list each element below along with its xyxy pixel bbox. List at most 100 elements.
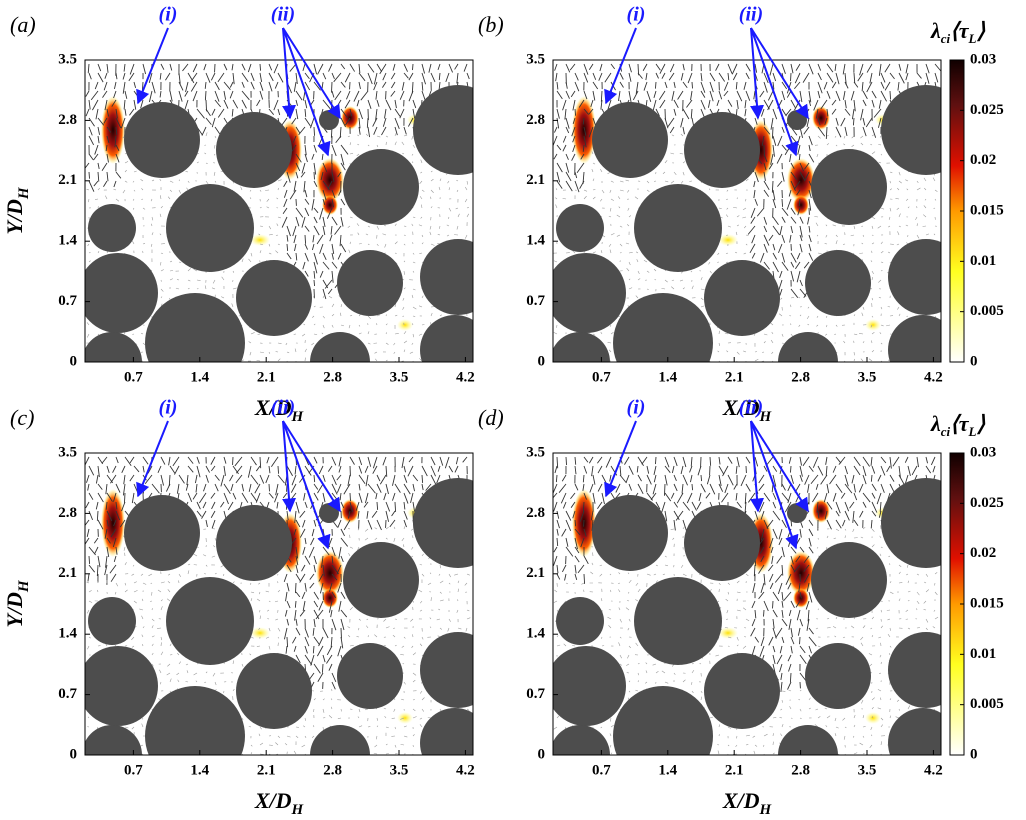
- velocity-vector: [664, 81, 668, 89]
- velocity-vector: [293, 750, 297, 755]
- velocity-vector: [132, 333, 135, 335]
- velocity-vector: [430, 170, 433, 173]
- velocity-vector: [196, 279, 201, 281]
- velocity-vector: [671, 286, 675, 290]
- velocity-vector: [619, 252, 622, 254]
- velocity-vector: [310, 537, 315, 546]
- velocity-vector: [670, 180, 675, 184]
- velocity-vector: [562, 197, 567, 200]
- velocity-vector: [618, 642, 621, 647]
- velocity-vector: [768, 162, 774, 170]
- velocity-vector: [322, 315, 325, 319]
- velocity-vector: [210, 72, 216, 81]
- velocity-vector: [384, 108, 387, 119]
- plot-area: [85, 456, 473, 755]
- velocity-vector: [159, 178, 162, 182]
- velocity-vector: [669, 63, 675, 73]
- velocity-vector: [421, 234, 424, 238]
- velocity-vector: [276, 197, 279, 200]
- velocity-vector: [313, 270, 316, 279]
- velocity-vector: [897, 187, 900, 191]
- velocity-vector: [583, 465, 588, 474]
- velocity-vector: [718, 360, 721, 362]
- velocity-vector: [609, 474, 612, 482]
- velocity-vector: [148, 90, 153, 103]
- velocity-vector: [581, 582, 585, 585]
- velocity-vector: [340, 153, 345, 166]
- velocity-vector: [753, 180, 756, 188]
- velocity-vector: [312, 627, 315, 636]
- velocity-vector: [109, 564, 117, 574]
- velocity-vector: [392, 492, 396, 501]
- velocity-vector: [635, 689, 639, 692]
- velocity-vector: [338, 465, 342, 473]
- obstacle: [166, 184, 254, 272]
- velocity-vector: [870, 324, 873, 328]
- velocity-vector: [624, 456, 630, 465]
- panel: 0.7 1.4 2.1 2.8 3.5 4.200.71.42.12.83.5X/DHY/…: [2, 4, 475, 426]
- velocity-vector: [668, 72, 675, 81]
- velocity-vector: [574, 528, 581, 536]
- velocity-vector: [439, 591, 442, 594]
- velocity-vector: [788, 189, 792, 197]
- velocity-vector: [794, 72, 801, 84]
- velocity-vector: [653, 474, 657, 483]
- velocity-vector: [565, 519, 572, 532]
- obstacle: [166, 577, 254, 665]
- velocity-vector: [268, 627, 271, 632]
- velocity-vector: [454, 465, 459, 473]
- velocity-vector: [151, 216, 154, 221]
- velocity-vector: [448, 207, 452, 212]
- velocity-vector: [582, 501, 585, 512]
- velocity-vector: [317, 63, 324, 75]
- velocity-vector: [897, 231, 900, 236]
- obstacle: [420, 315, 473, 362]
- velocity-vector: [115, 144, 120, 152]
- annotation-arrow: [136, 27, 169, 105]
- y-tick-label: 2.1: [58, 565, 77, 581]
- velocity-vector: [105, 483, 108, 495]
- velocity-vector: [898, 313, 901, 317]
- velocity-vector: [299, 528, 306, 538]
- velocity-vector: [799, 216, 804, 224]
- velocity-vector: [88, 72, 92, 80]
- velocity-vector: [331, 546, 336, 557]
- velocity-vector: [798, 198, 801, 207]
- velocity-vector: [358, 474, 366, 484]
- velocity-vector: [331, 81, 333, 93]
- obstacle: [88, 204, 136, 252]
- velocity-vector: [796, 270, 801, 283]
- velocity-vector: [763, 126, 771, 135]
- velocity-vector: [751, 234, 756, 244]
- velocity-vector: [889, 188, 893, 191]
- velocity-vector: [328, 715, 333, 719]
- annotation-arrow: [282, 27, 341, 120]
- velocity-vector: [367, 331, 370, 335]
- colorbar-label-part: ci: [941, 31, 951, 46]
- velocity-vector: [185, 81, 189, 93]
- velocity-vector: [316, 645, 324, 657]
- velocity-vector: [304, 189, 308, 198]
- velocity-vector: [365, 233, 369, 236]
- velocity-vector: [160, 636, 163, 641]
- velocity-vector: [304, 153, 308, 163]
- velocity-vector: [304, 198, 310, 205]
- velocity-vector: [772, 144, 775, 157]
- y-tick-label: 1.4: [526, 233, 545, 249]
- velocity-vector: [303, 492, 306, 501]
- velocity-vector: [385, 501, 391, 512]
- velocity-vector: [447, 627, 450, 632]
- velocity-vector: [221, 296, 225, 299]
- velocity-vector: [210, 492, 216, 499]
- velocity-vector: [646, 189, 650, 192]
- velocity-vector: [905, 198, 909, 201]
- velocity-vector: [403, 234, 406, 236]
- velocity-vector: [302, 546, 306, 555]
- obstacle: [88, 597, 136, 645]
- obstacle: [124, 495, 200, 571]
- velocity-vector: [628, 90, 632, 103]
- velocity-vector: [133, 600, 137, 604]
- velocity-vector: [338, 600, 342, 612]
- velocity-vector: [175, 287, 180, 290]
- velocity-vector: [358, 465, 363, 474]
